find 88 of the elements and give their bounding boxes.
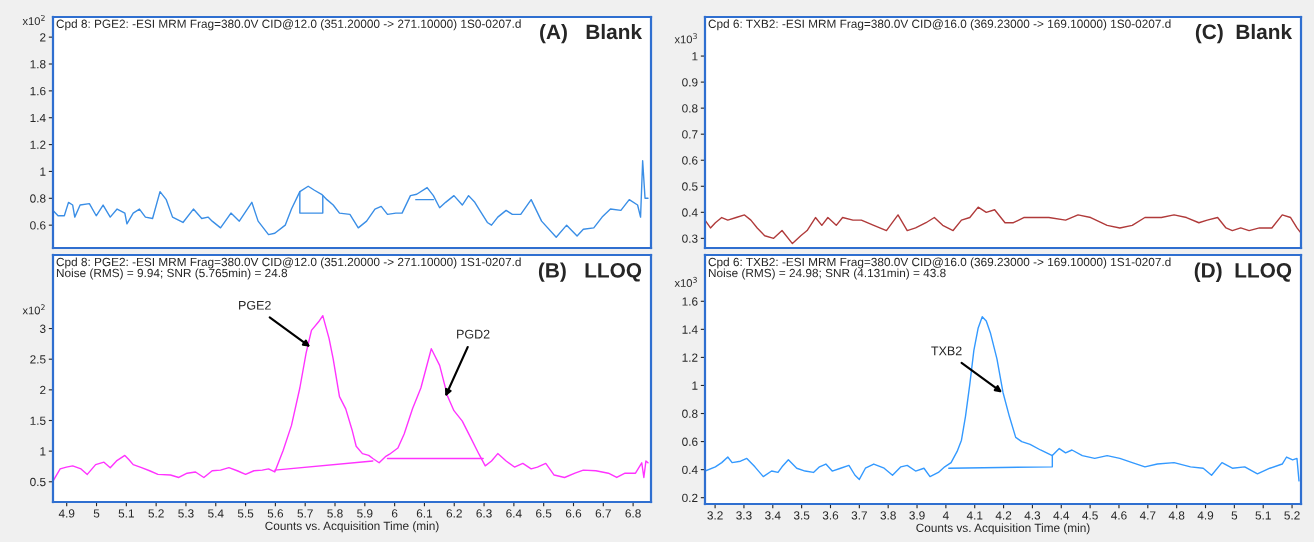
- chart-title: (B) LLOQ: [538, 262, 642, 282]
- y-tick-label: 1.8: [30, 60, 46, 69]
- chart-title: (A) Blank: [540, 23, 643, 44]
- x-tick-label: 4.8: [1168, 511, 1185, 520]
- x-tick-label: 3.8: [880, 511, 896, 520]
- x-axis-title: Counts vs. Acquisition Time (min): [265, 521, 439, 533]
- x-tick-label: 4.9: [1197, 511, 1214, 520]
- x-tick-label: 6.2: [446, 509, 462, 518]
- y-tick-label: 3: [39, 324, 46, 333]
- text: Cpd 6: TXB2: -ESI MRM Frag=380.0V CID@16.0 (369.23000 -> 169.10000) 1S1-0207.d Noise (RMS) = 24.98; SNR (4.131min) = 43.8: [708, 257, 1171, 280]
- x-tick-label: 5.1: [118, 509, 134, 518]
- annotation: PGE2: [239, 300, 271, 310]
- x-tick-label: 3.4: [765, 511, 781, 520]
- x-tick-label: 4.2: [995, 511, 1012, 520]
- y-axis-title: x10$^{2}$: [22, 304, 45, 315]
- y-tick-label: 1.4: [682, 325, 698, 334]
- x-tick-label: 5.3: [178, 509, 194, 518]
- x-tick-label: 3.9: [909, 511, 925, 520]
- x-tick-label: 5.2: [148, 509, 164, 518]
- y-tick-label: 1: [40, 167, 46, 176]
- x-axis-title: Counts vs. Acquisition Time (min): [916, 523, 1090, 535]
- y-tick-label: 1: [692, 381, 698, 390]
- x-tick-label: 5.5: [237, 509, 254, 518]
- x-tick-label: 6.8: [625, 509, 641, 518]
- y-tick-label: 0.8: [682, 104, 698, 113]
- y-tick-label: 1: [40, 447, 46, 456]
- y-tick-label: 0.7: [682, 130, 698, 139]
- chart-title: (D) LLOQ: [1194, 262, 1292, 282]
- x-tick-label: 3.7: [851, 511, 867, 520]
- x-tick-label: 4.1: [966, 511, 983, 520]
- x-tick-label: 3.6: [822, 511, 839, 520]
- x-tick-label: 5.6: [267, 509, 284, 518]
- x-tick-label: 5.8: [327, 509, 343, 518]
- x-tick-label: 6: [391, 509, 398, 518]
- y-tick-label: 2.5: [30, 355, 46, 364]
- y-tick-label: 1.2: [30, 140, 46, 149]
- x-tick-label: 6.3: [476, 509, 492, 518]
- y-tick-label: 0.6: [682, 156, 698, 165]
- y-tick-label: 1.5: [30, 416, 46, 425]
- x-tick-label: 4.3: [1024, 511, 1041, 520]
- y-tick-label: 1.6: [682, 297, 698, 306]
- x-tick-label: 5: [93, 509, 100, 518]
- x-tick-label: 5: [1231, 511, 1238, 520]
- y-axis-title: x10$^{3}$: [674, 33, 697, 44]
- chart-subtitle: Cpd 6: TXB2: -ESI MRM Frag=380.0V CID@16.0 (369.23000 -> 169.10000) 1S0-0207.d: [708, 19, 1171, 31]
- y-tick-label: 0.3: [682, 234, 698, 243]
- x-tick-label: 5.9: [357, 509, 373, 518]
- x-tick-label: 6.7: [595, 509, 611, 518]
- x-tick-label: 6.5: [536, 509, 552, 518]
- x-tick-label: 4.6: [1111, 511, 1127, 520]
- x-tick-label: 5.2: [1284, 511, 1300, 520]
- y-tick-label: 2: [40, 385, 46, 395]
- y-tick-label: 2: [40, 33, 46, 42]
- chart-title: (C) Blank: [1195, 23, 1293, 44]
- x-tick-label: 4.7: [1139, 511, 1156, 520]
- annotation: PGD2: [457, 329, 490, 339]
- x-tick-label: 5.4: [208, 509, 224, 518]
- x-tick-label: 6.4: [506, 509, 522, 518]
- text: Cpd 8: PGE2: -ESI MRM Frag=380.0V CID@12.0 (351.20000 -> 271.10000) 1S1-0207.d Noise (RMS) = 9.94; SNR (5.765min) = 24.8: [56, 257, 521, 280]
- y-tick-label: 0.4: [682, 465, 698, 475]
- y-tick-label: 0.8: [682, 409, 698, 418]
- chart-subtitle: Cpd 8: PGE2: -ESI MRM Frag=380.0V CID@12.0 (351.20000 -> 271.10000) 1S0-0207.d: [56, 19, 521, 31]
- y-tick-label: 1.4: [30, 113, 46, 122]
- y-tick-label: 0.6: [682, 437, 698, 446]
- y-tick-label: 0.4: [682, 208, 698, 217]
- y-tick-label: 0.6: [30, 221, 46, 230]
- x-tick-label: 4.5: [1082, 511, 1098, 520]
- y-axis-title: x10$^{3}$: [674, 276, 697, 287]
- y-axis-title: x10$^{2}$: [22, 14, 45, 26]
- x-tick-label: 6.6: [565, 509, 582, 518]
- x-tick-label: 6.1: [416, 509, 433, 518]
- y-tick-label: 0.5: [682, 182, 698, 191]
- y-tick-label: 0.5: [30, 477, 46, 487]
- annotation: TXB2: [931, 346, 962, 356]
- x-tick-label: 5.7: [297, 509, 313, 518]
- y-tick-label: 0.8: [30, 194, 46, 203]
- x-tick-label: 4.9: [58, 509, 75, 518]
- x-tick-label: 4.4: [1053, 511, 1070, 520]
- y-tick-label: 0.2: [682, 493, 698, 503]
- x-tick-label: 5.1: [1255, 511, 1271, 520]
- y-tick-label: 1: [692, 52, 698, 61]
- y-tick-label: 1.6: [30, 86, 46, 96]
- y-tick-label: 0.9: [682, 78, 698, 87]
- x-tick-label: 3.2: [707, 511, 723, 520]
- x-tick-label: 3.5: [793, 511, 810, 520]
- x-tick-label: 3.3: [736, 511, 752, 520]
- y-tick-label: 1.2: [682, 353, 698, 362]
- x-tick-label: 4: [942, 511, 949, 520]
